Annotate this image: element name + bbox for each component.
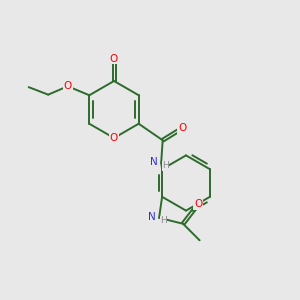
Text: O: O [64,81,72,91]
Text: N: N [150,157,158,166]
Text: O: O [110,53,118,64]
Text: H: H [162,161,169,170]
Text: O: O [178,123,186,133]
Text: O: O [194,199,202,209]
Text: N: N [148,212,155,222]
Text: H: H [160,216,167,225]
Text: O: O [110,133,118,143]
